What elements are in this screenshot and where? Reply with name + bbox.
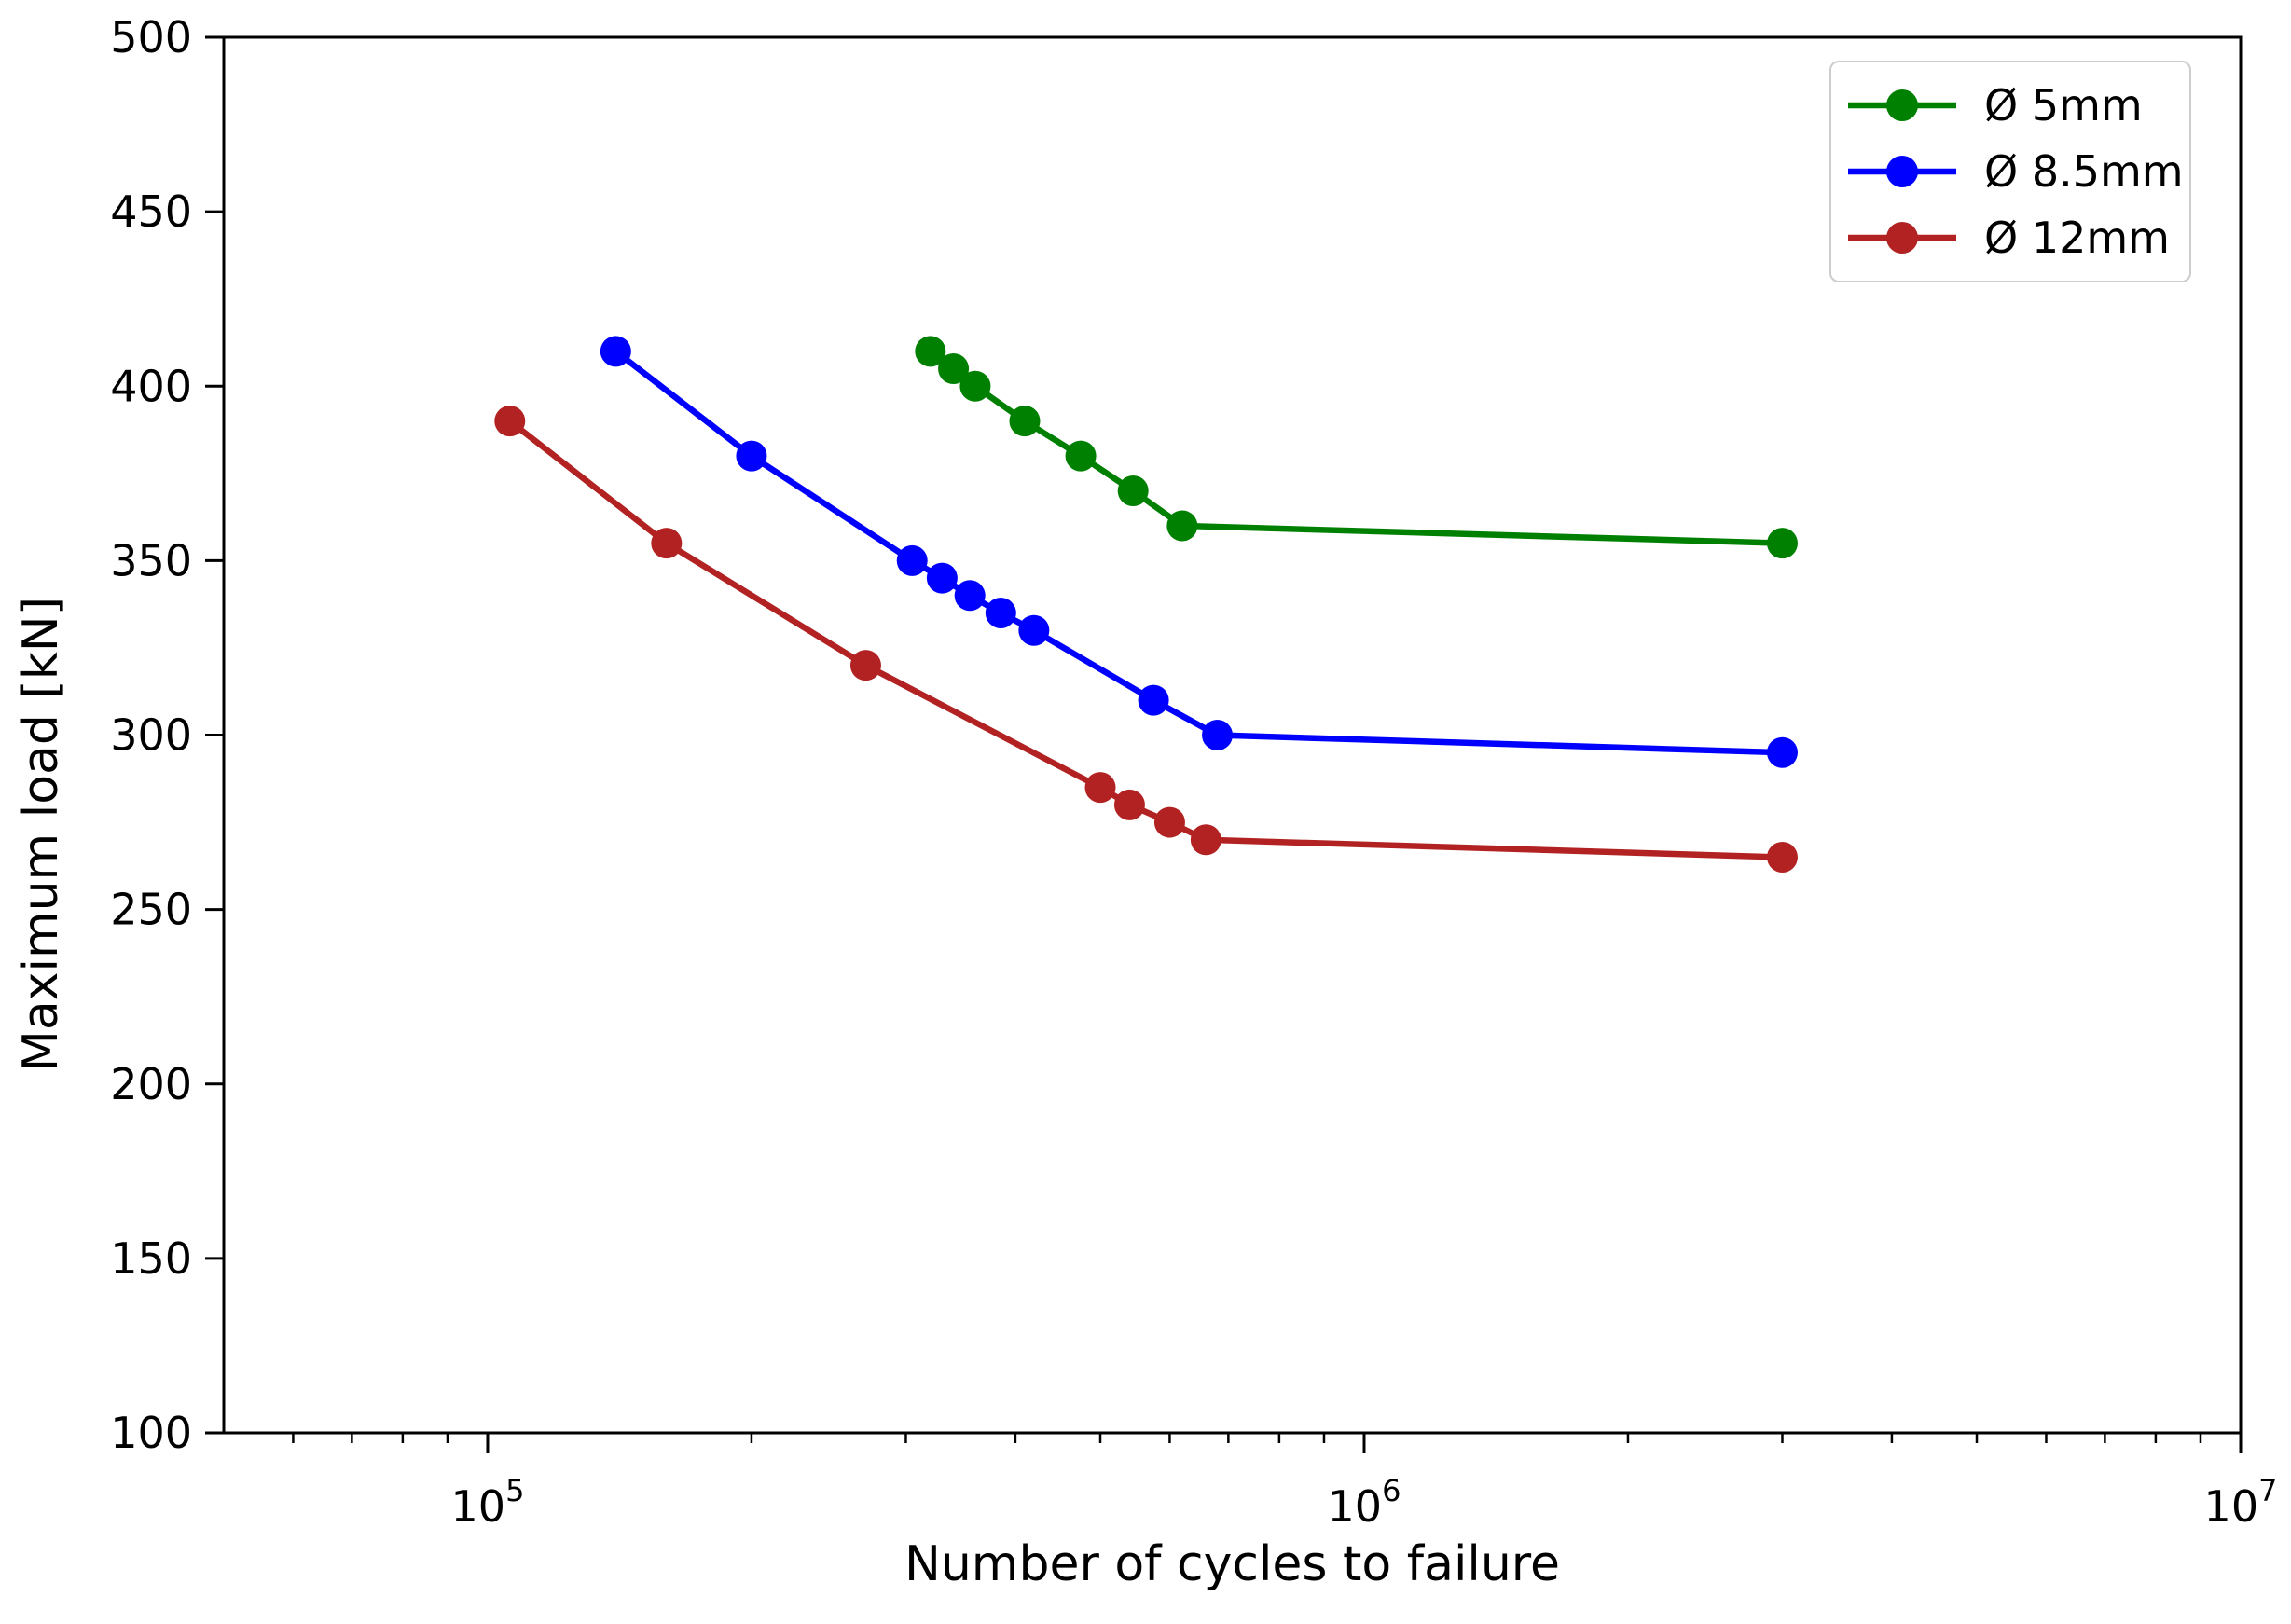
y-tick-label: 500: [110, 12, 192, 62]
legend-marker-icon: [1848, 89, 1956, 121]
x-tick-label: 105: [451, 1473, 525, 1532]
data-point: [1202, 720, 1234, 750]
y-tick-label: 200: [110, 1059, 192, 1109]
x-tick-label: 106: [1328, 1473, 1401, 1532]
data-point: [1153, 806, 1185, 838]
data-point: [1138, 684, 1169, 716]
y-tick-label: 350: [110, 535, 192, 585]
series-line: [613, 348, 1786, 756]
data-point: [1018, 614, 1050, 646]
data-point: [1009, 406, 1041, 437]
data-point: [915, 336, 946, 367]
data-point: [849, 650, 881, 681]
legend: Ø 5mm Ø 8.5mm Ø 12mm: [1829, 61, 2191, 282]
y-tick-label: 400: [110, 361, 192, 411]
data-point: [1065, 440, 1097, 472]
data-point: [938, 353, 970, 385]
x-tick-label: 107: [2204, 1473, 2278, 1532]
y-tick-label: 450: [110, 186, 192, 237]
data-point: [959, 370, 991, 402]
legend-item: Ø 5mm: [1846, 76, 2189, 134]
y-axis-label-area: Maximum load [kN]: [13, 0, 69, 1624]
legend-marker-icon: [1848, 155, 1956, 187]
data-point: [1190, 824, 1221, 856]
data-point: [1117, 475, 1149, 507]
data-point: [1084, 772, 1116, 804]
legend-item: Ø 8.5mm: [1846, 143, 2189, 200]
x-axis-label: Number of cycles to failure: [904, 1536, 1561, 1592]
data-point: [494, 406, 526, 437]
data-point: [926, 562, 958, 594]
legend-item-label: Ø 12mm: [1984, 213, 2170, 264]
data-point: [651, 528, 683, 559]
data-point: [896, 544, 928, 576]
data-point: [1766, 841, 1798, 873]
legend-item-label: Ø 5mm: [1984, 79, 2143, 131]
y-tick-label: 100: [110, 1408, 192, 1458]
legend-marker-icon: [1848, 222, 1956, 255]
y-tick-label: 250: [110, 885, 192, 935]
data-point: [1766, 528, 1798, 559]
y-axis-label: Maximum load [kN]: [13, 597, 69, 1072]
data-point: [736, 440, 767, 472]
data-point: [1113, 789, 1145, 820]
data-point: [985, 598, 1016, 629]
data-point: [1166, 510, 1198, 542]
y-tick-label: 150: [110, 1233, 192, 1284]
series-line: [927, 348, 1786, 546]
data-point: [954, 580, 986, 612]
data-point: [1766, 736, 1798, 768]
legend-item-label: Ø 8.5mm: [1984, 145, 2184, 197]
data-point: [600, 336, 631, 367]
y-tick-label: 300: [110, 710, 192, 761]
legend-item: Ø 12mm: [1846, 209, 2189, 267]
